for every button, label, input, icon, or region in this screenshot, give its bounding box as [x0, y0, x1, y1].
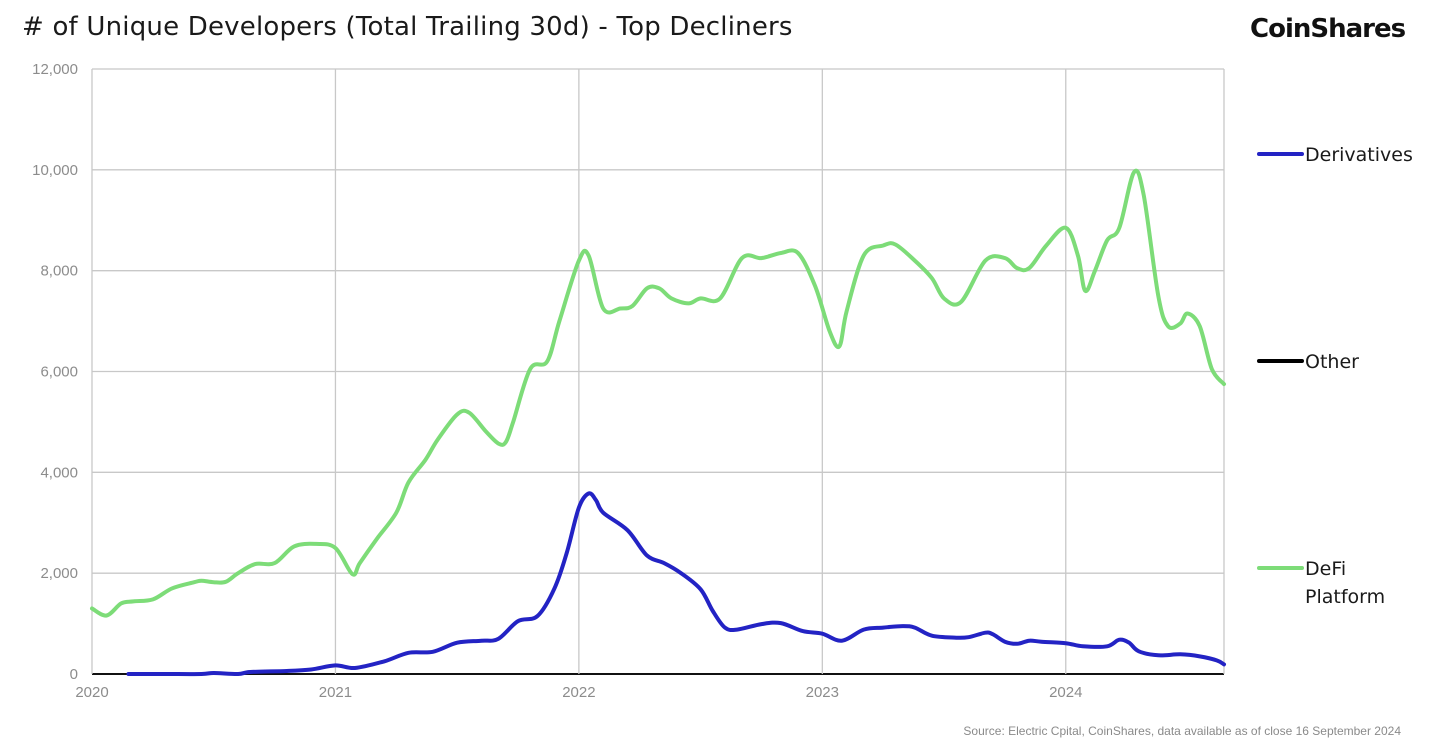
source-note: Source: Electric Cpital, CoinShares, dat…	[963, 724, 1401, 738]
x-tick-label: 2023	[806, 684, 839, 701]
y-tick-label: 10,000	[32, 162, 78, 179]
derivatives-series-line	[126, 491, 1226, 677]
x-tick-label: 2022	[562, 684, 595, 701]
legend-label-defi-platform: Platform	[1305, 586, 1385, 608]
y-tick-label: 6,000	[40, 364, 78, 381]
y-tick-label: 8,000	[40, 263, 78, 280]
defi-platform-series-line	[90, 168, 1226, 618]
x-tick-label: 2020	[75, 684, 108, 701]
x-tick-label: 2021	[319, 684, 352, 701]
x-tick-label: 2024	[1049, 684, 1082, 701]
y-tick-label: 0	[70, 666, 78, 683]
chart-title: # of Unique Developers (Total Trailing 3…	[22, 12, 793, 42]
coinshares-logo: CoinShares	[1250, 14, 1406, 44]
y-tick-label: 2,000	[40, 565, 78, 582]
legend-label-defi-platform: DeFi	[1305, 558, 1346, 580]
y-tick-label: 4,000	[40, 464, 78, 481]
y-tick-label: 12,000	[32, 61, 78, 78]
legend-label-derivatives: Derivatives	[1305, 144, 1413, 166]
legend-label-other: Other	[1305, 351, 1359, 373]
